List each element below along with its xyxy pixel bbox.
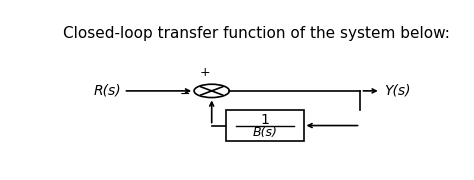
Text: B(s): B(s) [253,126,277,139]
Bar [227,110,303,141]
Text: R(s): R(s) [94,84,122,98]
Text: Closed-loop transfer function of the system below:: Closed-loop transfer function of the sys… [63,26,450,41]
Text: −: − [180,88,191,101]
Text: 1: 1 [261,113,269,127]
Text: +: + [200,66,210,79]
Text: Y(s): Y(s) [384,84,411,98]
